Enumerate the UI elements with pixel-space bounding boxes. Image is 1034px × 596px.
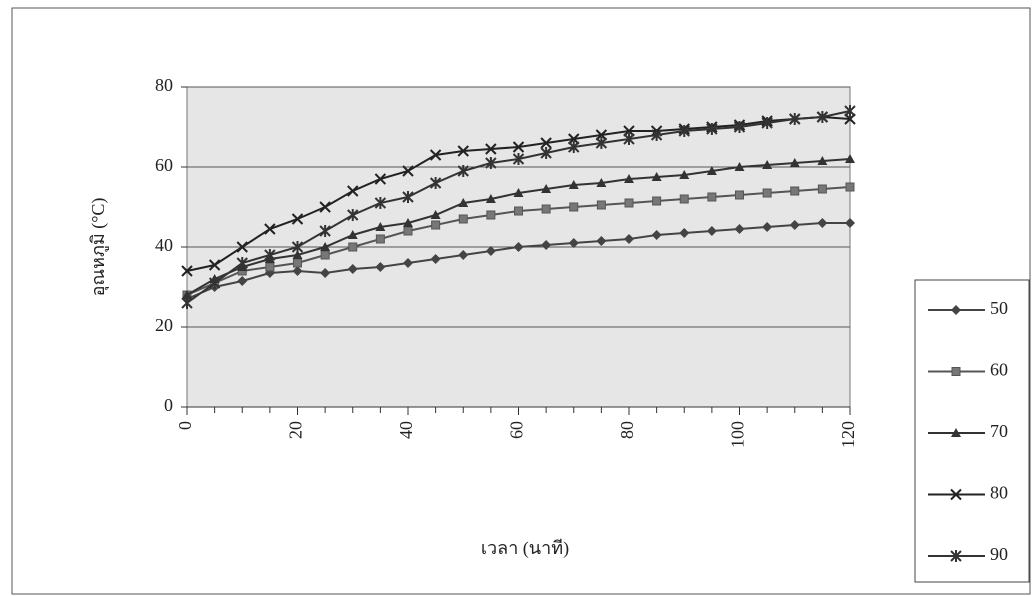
marker [846, 183, 854, 191]
marker [542, 205, 550, 213]
y-axis-label: อุณหภูมิ (°C) [88, 198, 109, 297]
marker [515, 207, 523, 215]
y-tick-label: 60 [155, 155, 173, 175]
x-tick-label: 120 [838, 421, 858, 448]
marker [349, 243, 357, 251]
marker [791, 187, 799, 195]
legend-label: 50 [990, 298, 1008, 318]
marker [376, 235, 384, 243]
marker [459, 215, 467, 223]
x-tick-label: 0 [175, 421, 195, 430]
legend-label: 70 [990, 421, 1008, 441]
x-tick-label: 20 [286, 421, 306, 439]
legend-box [915, 280, 1029, 582]
x-tick-label: 80 [617, 421, 637, 439]
marker [570, 203, 578, 211]
marker [432, 221, 440, 229]
x-tick-label: 40 [396, 421, 416, 439]
x-tick-label: 100 [728, 421, 748, 448]
x-tick-label: 60 [507, 421, 527, 439]
y-tick-label: 20 [155, 315, 173, 335]
marker [818, 185, 826, 193]
marker [653, 197, 661, 205]
marker [952, 368, 960, 376]
marker [597, 201, 605, 209]
marker [404, 227, 412, 235]
marker [321, 251, 329, 259]
marker [736, 191, 744, 199]
marker [763, 189, 771, 197]
marker [266, 263, 274, 271]
legend-label: 80 [990, 483, 1008, 503]
legend-label: 60 [990, 360, 1008, 380]
marker [625, 199, 633, 207]
y-tick-label: 0 [164, 395, 173, 415]
marker [294, 259, 302, 267]
marker [708, 193, 716, 201]
y-tick-label: 40 [155, 235, 173, 255]
y-tick-label: 80 [155, 75, 173, 95]
marker [680, 195, 688, 203]
legend-label: 90 [990, 544, 1008, 564]
chart: เวลา (นาที) อุณหภูมิ (°C) 0 20 40 60 80 0 20 40… [0, 0, 1034, 596]
x-axis-label: เวลา (นาที) [481, 538, 569, 559]
marker [487, 211, 495, 219]
